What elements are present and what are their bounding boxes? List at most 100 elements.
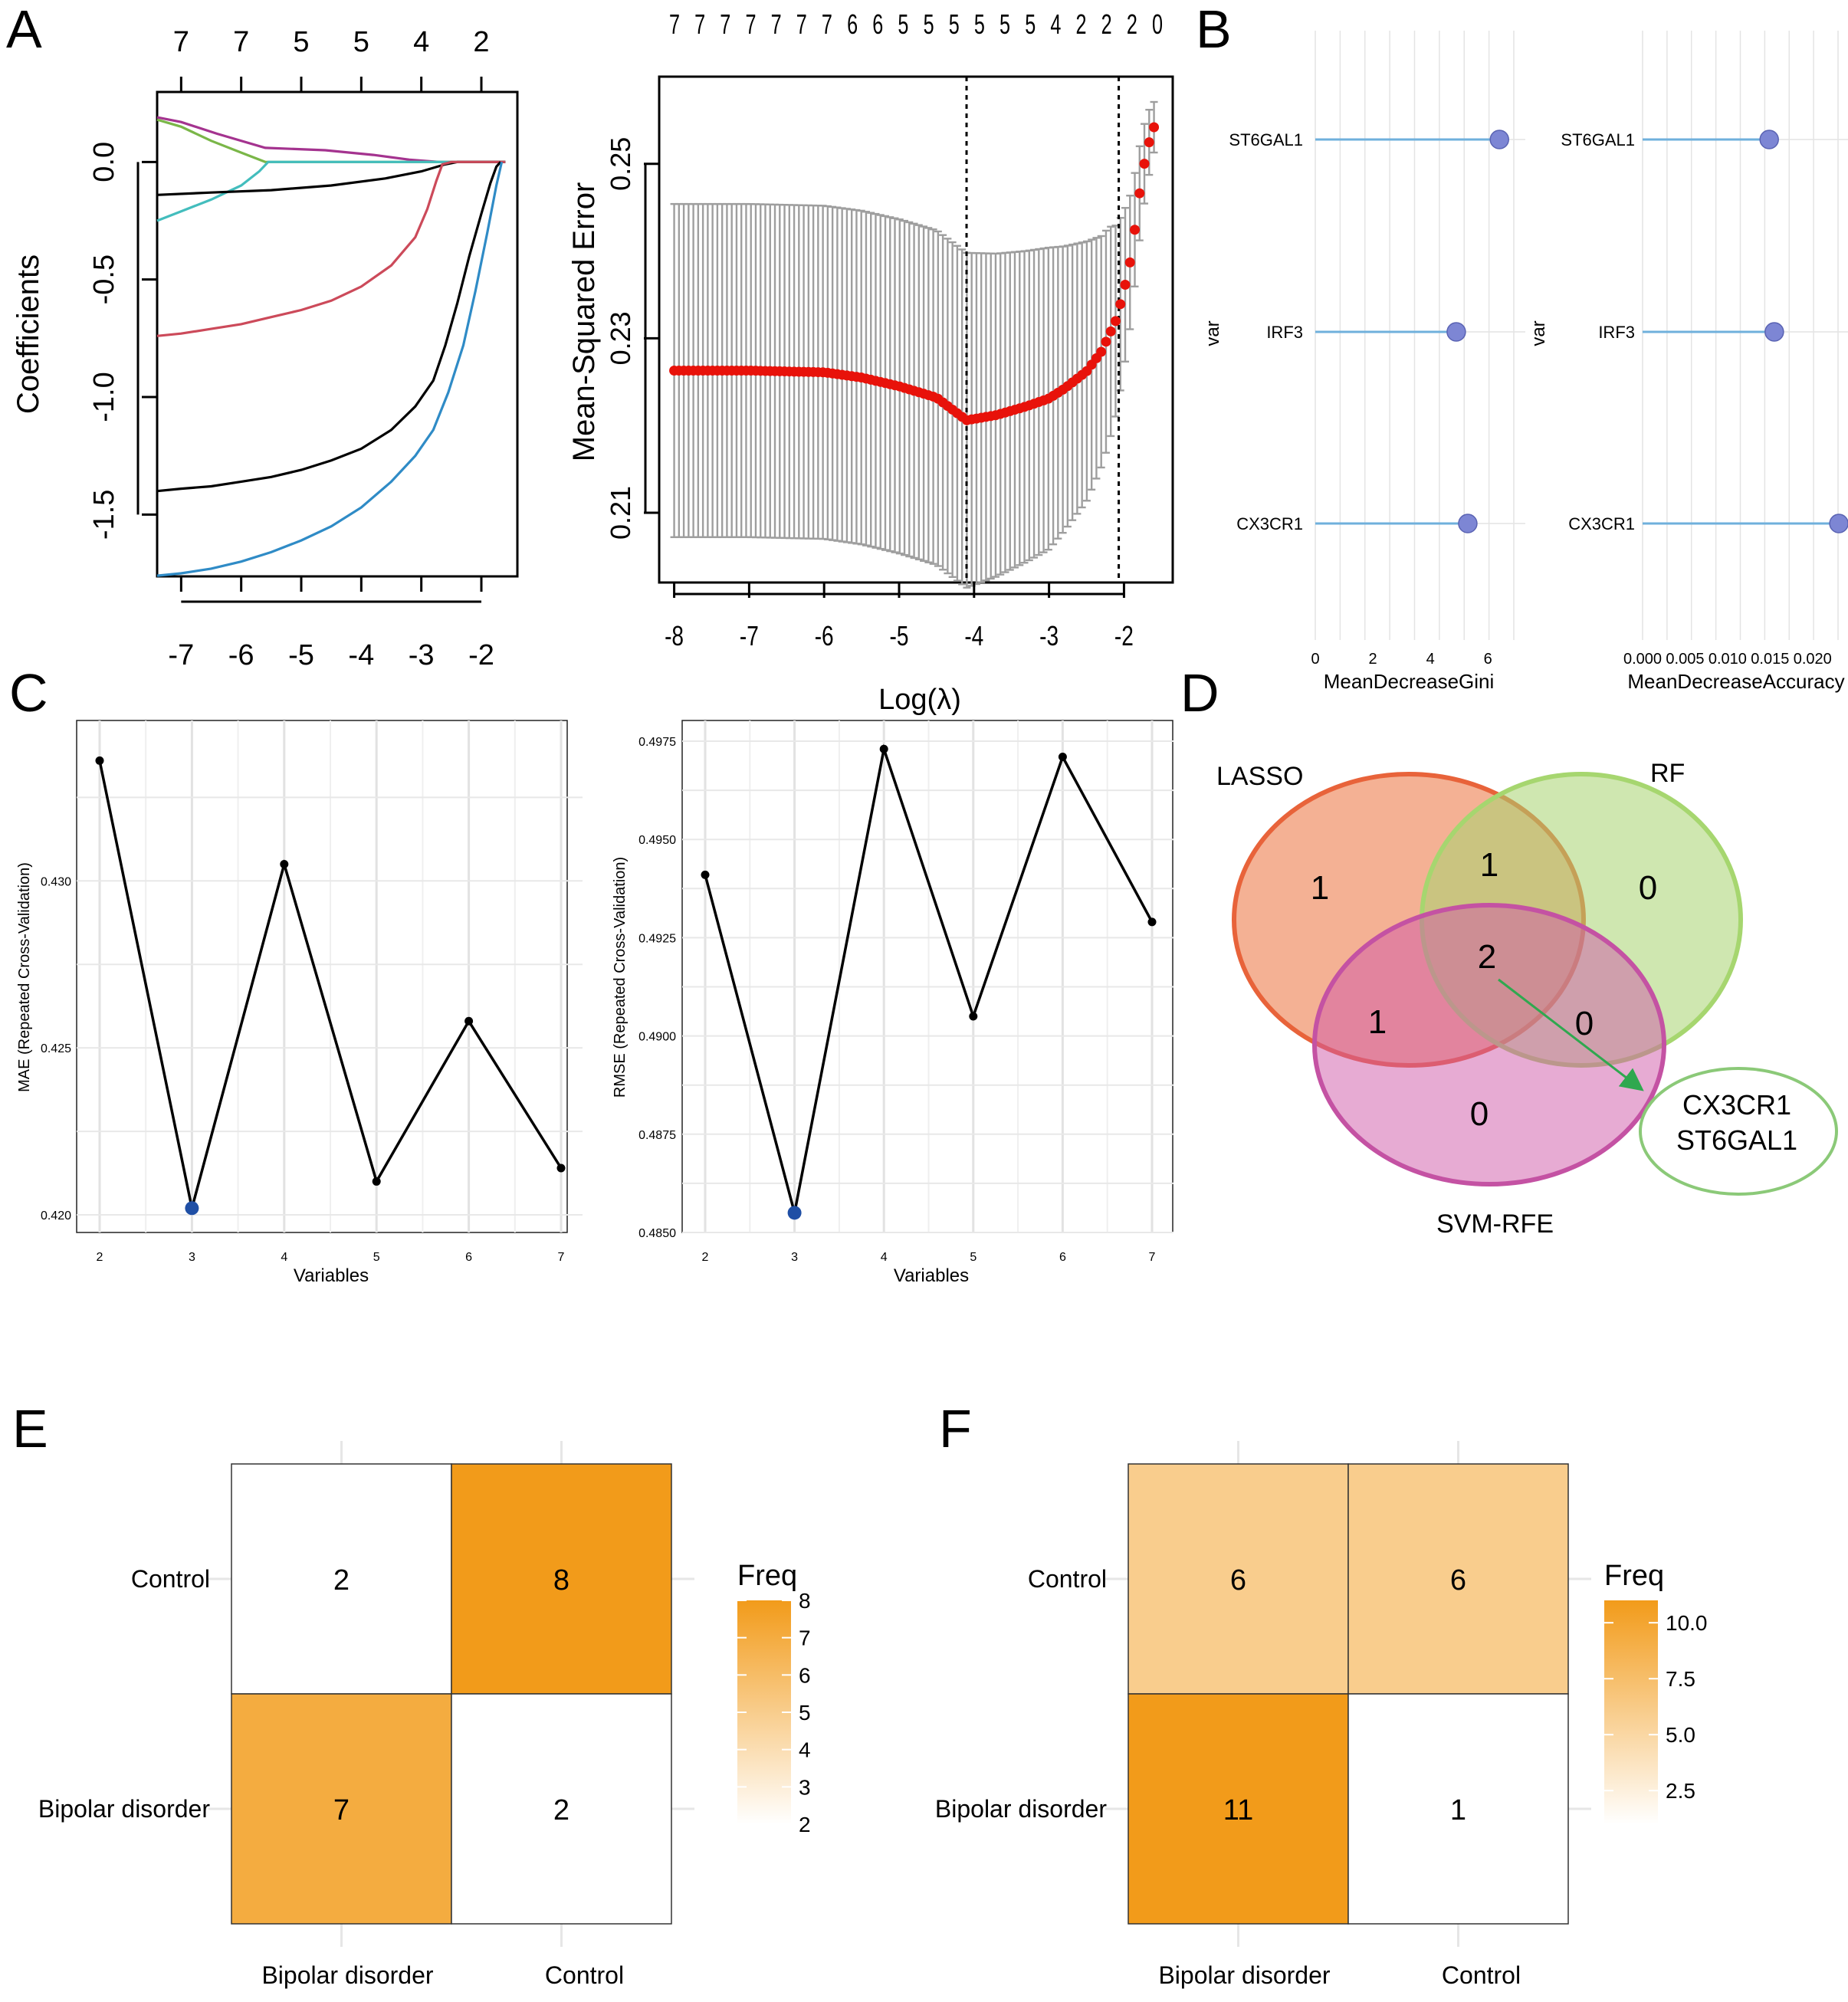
lollipop-head	[1446, 322, 1466, 342]
x-axis-label: Variables	[294, 1265, 369, 1286]
x-tick-label: -2	[468, 639, 494, 671]
top-tick-label: 7	[669, 9, 680, 41]
top-tick-label: 7	[822, 9, 832, 41]
y-tick-label: IRF3	[1266, 323, 1303, 342]
x-tick-label: 7	[1149, 1251, 1156, 1264]
rfe-point	[95, 756, 104, 765]
mse-point	[1144, 137, 1154, 148]
top-tick-label: 5	[924, 9, 934, 41]
heatmap-cell	[451, 1463, 672, 1695]
rfe-best-point	[787, 1206, 802, 1220]
top-tick-label: 5	[949, 9, 960, 41]
heatmap-cell	[1347, 1693, 1569, 1925]
legend-tick-label: 10.0	[1666, 1611, 1708, 1635]
x-tick-label: 0	[1311, 651, 1319, 668]
x-axis-label: MeanDecreaseAccuracy	[1627, 670, 1844, 693]
x-tick-label: 6	[1059, 1251, 1066, 1264]
y-tick-label: 0.4875	[638, 1129, 676, 1142]
legend-tick-label: 8	[799, 1589, 811, 1613]
top-tick-label: 0	[1152, 9, 1163, 41]
x-tick-label: 4	[281, 1251, 287, 1264]
x-tick-label: 0.010	[1708, 651, 1747, 668]
y-axis-label: MAE (Repeated Cross-Validation)	[16, 862, 33, 1092]
y-axis-label: var	[1203, 320, 1223, 346]
x-tick-label: -2	[1114, 621, 1134, 651]
x-tick-label: -8	[665, 621, 684, 651]
legend-tick-label: 4	[799, 1738, 811, 1762]
top-tick-label: 2	[1101, 9, 1112, 41]
top-tick-label: 7	[694, 9, 705, 41]
panel-label-a: A	[6, 0, 42, 59]
mse-point	[1124, 257, 1135, 267]
venn-count-lasso-only: 1	[1311, 869, 1329, 907]
mse-point	[1139, 159, 1150, 169]
heatmap-cell-value: 8	[553, 1564, 569, 1597]
top-tick-label: 7	[173, 26, 189, 58]
mse-point	[1115, 299, 1126, 310]
x-tick-label: -7	[740, 621, 759, 651]
top-tick-label: 5	[293, 26, 309, 58]
rf-gini-plot: 0 2 4 6 ST6GAL1 IRF3 CX3CR1 var MeanDecreaseG…	[1203, 31, 1525, 693]
lollipop-head	[1764, 322, 1784, 342]
mse-point	[1096, 346, 1107, 357]
rf-accuracy-plot: 0.000 0.005 0.010 0.015 0.020 ST6GAL1 IRF3 CX3…	[1528, 31, 1848, 693]
y-tick-label: Bipolar disorder	[38, 1795, 210, 1823]
rfe-best-point	[185, 1201, 199, 1216]
y-tick-label: -1.5	[88, 490, 120, 540]
x-tick-label: 0.015	[1751, 651, 1789, 668]
x-axis-label: Variables	[894, 1265, 969, 1286]
top-tick-label: 7	[745, 9, 756, 41]
x-axis-label: Log(λ)	[878, 684, 961, 716]
x-tick-label: 0.000	[1623, 651, 1662, 668]
panel-label-e: E	[12, 1399, 48, 1459]
x-tick-label: -3	[1039, 621, 1059, 651]
y-tick-label: CX3CR1	[1568, 514, 1635, 533]
x-tick-label: Bipolar disorder	[1158, 1961, 1330, 1989]
venn-result-gene-2: ST6GAL1	[1676, 1124, 1797, 1156]
top-tick-label: 2	[1076, 9, 1087, 41]
mse-point	[1120, 280, 1131, 290]
x-tick-label: 5	[970, 1251, 977, 1264]
top-tick-label: 7	[771, 9, 782, 41]
venn-count-svm-only: 0	[1470, 1095, 1489, 1133]
mse-point	[1130, 225, 1141, 235]
x-tick-label: Control	[545, 1961, 624, 1989]
y-tick-label: CX3CR1	[1236, 514, 1303, 533]
heatmap-cell	[1347, 1463, 1569, 1695]
top-tick-label: 5	[1025, 9, 1036, 41]
mse-point	[1110, 316, 1121, 327]
y-tick-label: -0.5	[88, 254, 120, 304]
x-tick-label: 6	[465, 1251, 472, 1264]
mse-point	[1101, 336, 1111, 347]
top-tick-label: 7	[796, 9, 807, 41]
x-tick-label: Control	[1442, 1961, 1521, 1989]
x-tick-label: 0.020	[1794, 651, 1832, 668]
x-tick-label: 2	[702, 1251, 709, 1264]
x-tick-label: 3	[189, 1251, 195, 1264]
top-tick-label: 2	[1127, 9, 1137, 41]
lasso-coefficient-plot: -7 -6 -5 -4 -3 -2 7 7 5 5 4 2 0.0 -0.5 -1.0 -1.5 Coeffi…	[11, 26, 519, 671]
y-axis-label: RMSE (Repeated Cross-Validation)	[612, 857, 629, 1098]
y-tick-label: 0.425	[41, 1042, 71, 1055]
rfe-point	[372, 1177, 381, 1186]
top-tick-label: 4	[1050, 9, 1061, 41]
rfe-point	[1058, 753, 1067, 762]
heatmap-cell	[231, 1693, 452, 1925]
rfe-point	[280, 860, 289, 868]
y-tick-label: -1.0	[88, 372, 120, 422]
x-tick-label: -5	[890, 621, 909, 651]
plot-frame	[76, 720, 568, 1233]
venn-result-ellipse	[1639, 1067, 1838, 1196]
heatmap-cell	[1128, 1463, 1349, 1695]
y-tick-label: Control	[1028, 1565, 1107, 1593]
y-tick-label: 0.4925	[638, 932, 676, 945]
heatmap-cell-value: 11	[1223, 1794, 1253, 1826]
coef-path-black-lower	[156, 161, 502, 493]
x-tick-label: 7	[558, 1251, 565, 1264]
venn-count-all: 2	[1478, 938, 1496, 976]
y-tick-label: 0.25	[605, 137, 636, 191]
lollipop-head	[1489, 130, 1509, 149]
x-tick-label: -7	[168, 639, 194, 671]
venn-arrow	[1498, 978, 1644, 1091]
